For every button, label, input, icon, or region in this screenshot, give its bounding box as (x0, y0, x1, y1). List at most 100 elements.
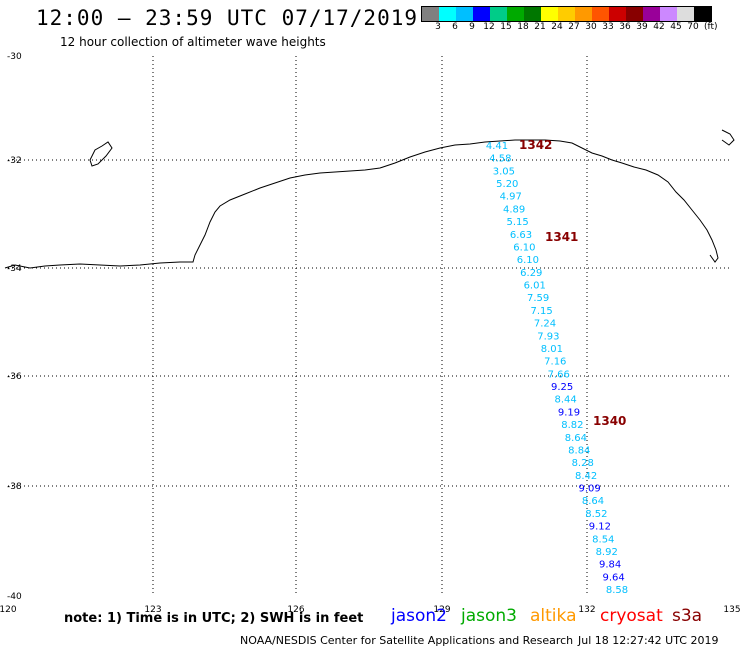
legend-swatch (592, 7, 609, 21)
coastline-west (4, 264, 31, 269)
legend-swatch (439, 7, 456, 21)
swh-reading: 3.05 (493, 166, 515, 177)
swh-reading: 8.54 (592, 534, 614, 545)
latitude-tick-label: -38 (7, 482, 22, 492)
longitude-tick-label: 129 (433, 605, 450, 615)
swh-reading: 8.44 (554, 395, 576, 406)
legend-value-label: 70 (687, 22, 699, 32)
time-labels: 1342 1341 1340 (519, 138, 626, 428)
longitude-tick-label: 123 (144, 605, 161, 615)
swh-reading: 9.19 (558, 407, 580, 418)
longitude-tick-label: 135 (723, 605, 740, 615)
chart-subtitle: 12 hour collection of altimeter wave hei… (60, 35, 326, 49)
time-label: 1340 (593, 414, 626, 428)
swh-reading: 6.10 (513, 243, 535, 254)
swh-reading: 8.84 (568, 446, 590, 457)
swh-reading: 8.52 (585, 509, 607, 520)
legend-value-label: 12 (483, 22, 495, 32)
swh-reading: 4.58 (489, 154, 511, 165)
legend-value-label: 33 (602, 22, 614, 32)
legend-value-label: 6 (452, 22, 458, 32)
swh-reading: 8.64 (565, 433, 587, 444)
swh-reading: 9.64 (602, 572, 624, 583)
legend-value-label: 45 (670, 22, 682, 32)
legend-value-label: 18 (517, 22, 529, 32)
satellite-jason3-label: jason3 (461, 606, 517, 626)
swh-reading: 5.15 (506, 217, 528, 228)
footer-timestamp: Jul 18 12:27:42 UTC 2019 (578, 634, 719, 647)
legend-value-label: 15 (500, 22, 512, 32)
legend-swatch (575, 7, 592, 21)
latitude-tick-label: -40 (7, 592, 22, 602)
latitude-tick-label: -36 (7, 372, 22, 382)
legend-value-label: 3 (435, 22, 441, 32)
legend-swatch (694, 7, 711, 21)
legend-value-label: 36 (619, 22, 631, 32)
latitude-tick-label: -32 (7, 156, 22, 166)
longitude-tick-label: 120 (0, 605, 17, 615)
satellite-jason2-label: jason2 (391, 606, 447, 626)
swh-reading: 8.82 (561, 420, 583, 431)
legend-swatch (558, 7, 575, 21)
swh-reading: 6.29 (520, 268, 542, 279)
swh-reading: 9.25 (551, 382, 573, 393)
satellite-s3a: s3a (672, 606, 702, 626)
satellite-altika-label: altika (530, 606, 577, 626)
swh-reading: 5.20 (496, 179, 518, 190)
satellite-cryosat: cryosat (600, 606, 663, 626)
color-legend (421, 6, 712, 22)
swh-reading: 9.84 (599, 560, 621, 571)
legend-unit: (ft) (704, 22, 718, 32)
swh-reading: 6.10 (517, 255, 539, 266)
legend-value-label: 30 (585, 22, 597, 32)
island-outline (89, 141, 113, 167)
graticule (8, 56, 732, 596)
legend-swatch (626, 7, 643, 21)
longitude-labels: 120 123 126 129 132 135 (0, 605, 740, 615)
legend-swatch (677, 7, 694, 21)
swh-reading: 7.66 (548, 369, 570, 380)
legend-swatch (524, 7, 541, 21)
legend-labels: 3 6 9 12 15 18 21 24 27 30 33 36 39 42 45 70 (421, 22, 740, 36)
latitude-tick-label: -34 (7, 264, 22, 274)
legend-swatches (421, 6, 712, 22)
swh-reading: 8.01 (541, 344, 563, 355)
latitude-labels: -30 -32 -34 -36 -38 -40 (7, 52, 22, 602)
swh-reading: 7.16 (544, 357, 566, 368)
legend-value-label: 39 (636, 22, 648, 32)
legend-swatch (473, 7, 490, 21)
footer-credit: NOAA/NESDIS Center for Satellite Applica… (240, 634, 574, 647)
swh-reading: 6.01 (524, 281, 546, 292)
legend-swatch (490, 7, 507, 21)
satellite-cryosat-label: cryosat (600, 606, 663, 626)
legend-value-label: 21 (534, 22, 546, 32)
legend-swatch (643, 7, 660, 21)
coastline (29, 139, 719, 269)
legend-swatch (660, 7, 677, 21)
swh-reading: 6.63 (510, 230, 532, 241)
swh-reading: 8.58 (606, 585, 628, 596)
legend-value-label: 42 (653, 22, 665, 32)
legend-value-label: 27 (568, 22, 580, 32)
swh-reading: 9.12 (589, 522, 611, 533)
time-label: 1342 (519, 138, 552, 152)
swh-reading: 4.97 (500, 192, 522, 203)
swh-reading: 7.24 (534, 319, 556, 330)
legend-swatch (507, 7, 524, 21)
swh-reading: 4.89 (503, 204, 525, 215)
swh-reading: 8.28 (572, 458, 594, 469)
swh-reading: 8.42 (575, 471, 597, 482)
satellite-s3a-label: s3a (672, 606, 703, 626)
longitude-tick-label: 126 (287, 605, 304, 615)
longitude-tick-label: 132 (578, 605, 595, 615)
legend-swatch (541, 7, 558, 21)
satellite-track: 4.41 4.583.05 5.20 4.974.89 5.15 6.63 6.106.10… (486, 141, 628, 596)
legend-swatch (456, 7, 473, 21)
legend-swatch (609, 7, 626, 21)
swh-reading: 4.41 (486, 141, 508, 152)
chart-title: 12:00 – 23:59 UTC 07/17/2019 (36, 6, 419, 30)
latitude-tick-label: -30 (7, 52, 22, 62)
swh-reading: 8.64 (582, 496, 604, 507)
swh-reading: 7.59 (527, 293, 549, 304)
